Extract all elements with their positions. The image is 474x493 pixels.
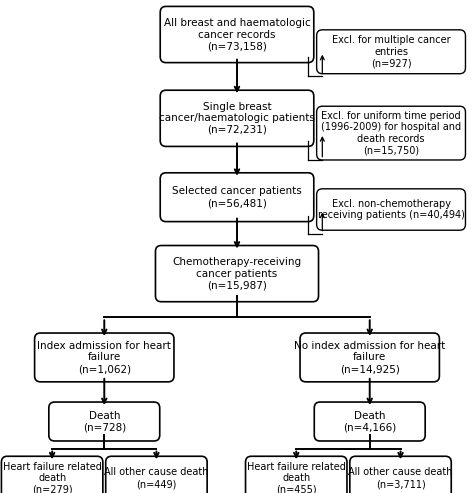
FancyBboxPatch shape: [160, 173, 314, 222]
Text: Excl. for multiple cancer
entries
(n=927): Excl. for multiple cancer entries (n=927…: [332, 35, 450, 69]
FancyBboxPatch shape: [317, 189, 465, 230]
Text: Heart failure related
death
(n=279): Heart failure related death (n=279): [3, 461, 101, 493]
Text: Death
(n=728): Death (n=728): [82, 411, 126, 432]
FancyBboxPatch shape: [106, 457, 207, 493]
Text: All breast and haematologic
cancer records
(n=73,158): All breast and haematologic cancer recor…: [164, 18, 310, 51]
FancyBboxPatch shape: [317, 30, 465, 73]
FancyBboxPatch shape: [300, 333, 439, 382]
Text: Heart failure related
death
(n=455): Heart failure related death (n=455): [247, 461, 346, 493]
Text: All other cause death
(n=449): All other cause death (n=449): [104, 467, 209, 489]
Text: Single breast
cancer/haematologic patients
(n=72,231): Single breast cancer/haematologic patien…: [159, 102, 315, 135]
FancyBboxPatch shape: [160, 90, 314, 146]
FancyBboxPatch shape: [49, 402, 160, 441]
FancyBboxPatch shape: [1, 457, 103, 493]
FancyBboxPatch shape: [160, 6, 314, 63]
FancyBboxPatch shape: [35, 333, 174, 382]
FancyBboxPatch shape: [314, 402, 425, 441]
Text: Index admission for heart
failure
(n=1,062): Index admission for heart failure (n=1,0…: [37, 341, 171, 374]
Text: No index admission for heart
failure
(n=14,925): No index admission for heart failure (n=…: [294, 341, 446, 374]
Text: Death
(n=4,166): Death (n=4,166): [343, 411, 396, 432]
FancyBboxPatch shape: [350, 457, 451, 493]
Text: Selected cancer patients
(n=56,481): Selected cancer patients (n=56,481): [172, 186, 302, 208]
Text: Chemotherapy-receiving
cancer patients
(n=15,987): Chemotherapy-receiving cancer patients (…: [173, 257, 301, 290]
FancyBboxPatch shape: [155, 246, 319, 302]
Text: Excl. non-chemotherapy
receiving patients (n=40,494): Excl. non-chemotherapy receiving patient…: [318, 199, 465, 220]
Text: Excl. for uniform time period
(1996-2009) for hospital and
death records
(n=15,7: Excl. for uniform time period (1996-2009…: [321, 111, 461, 155]
FancyBboxPatch shape: [246, 457, 347, 493]
Text: All other cause death
(n=3,711): All other cause death (n=3,711): [348, 467, 453, 489]
FancyBboxPatch shape: [317, 106, 465, 160]
